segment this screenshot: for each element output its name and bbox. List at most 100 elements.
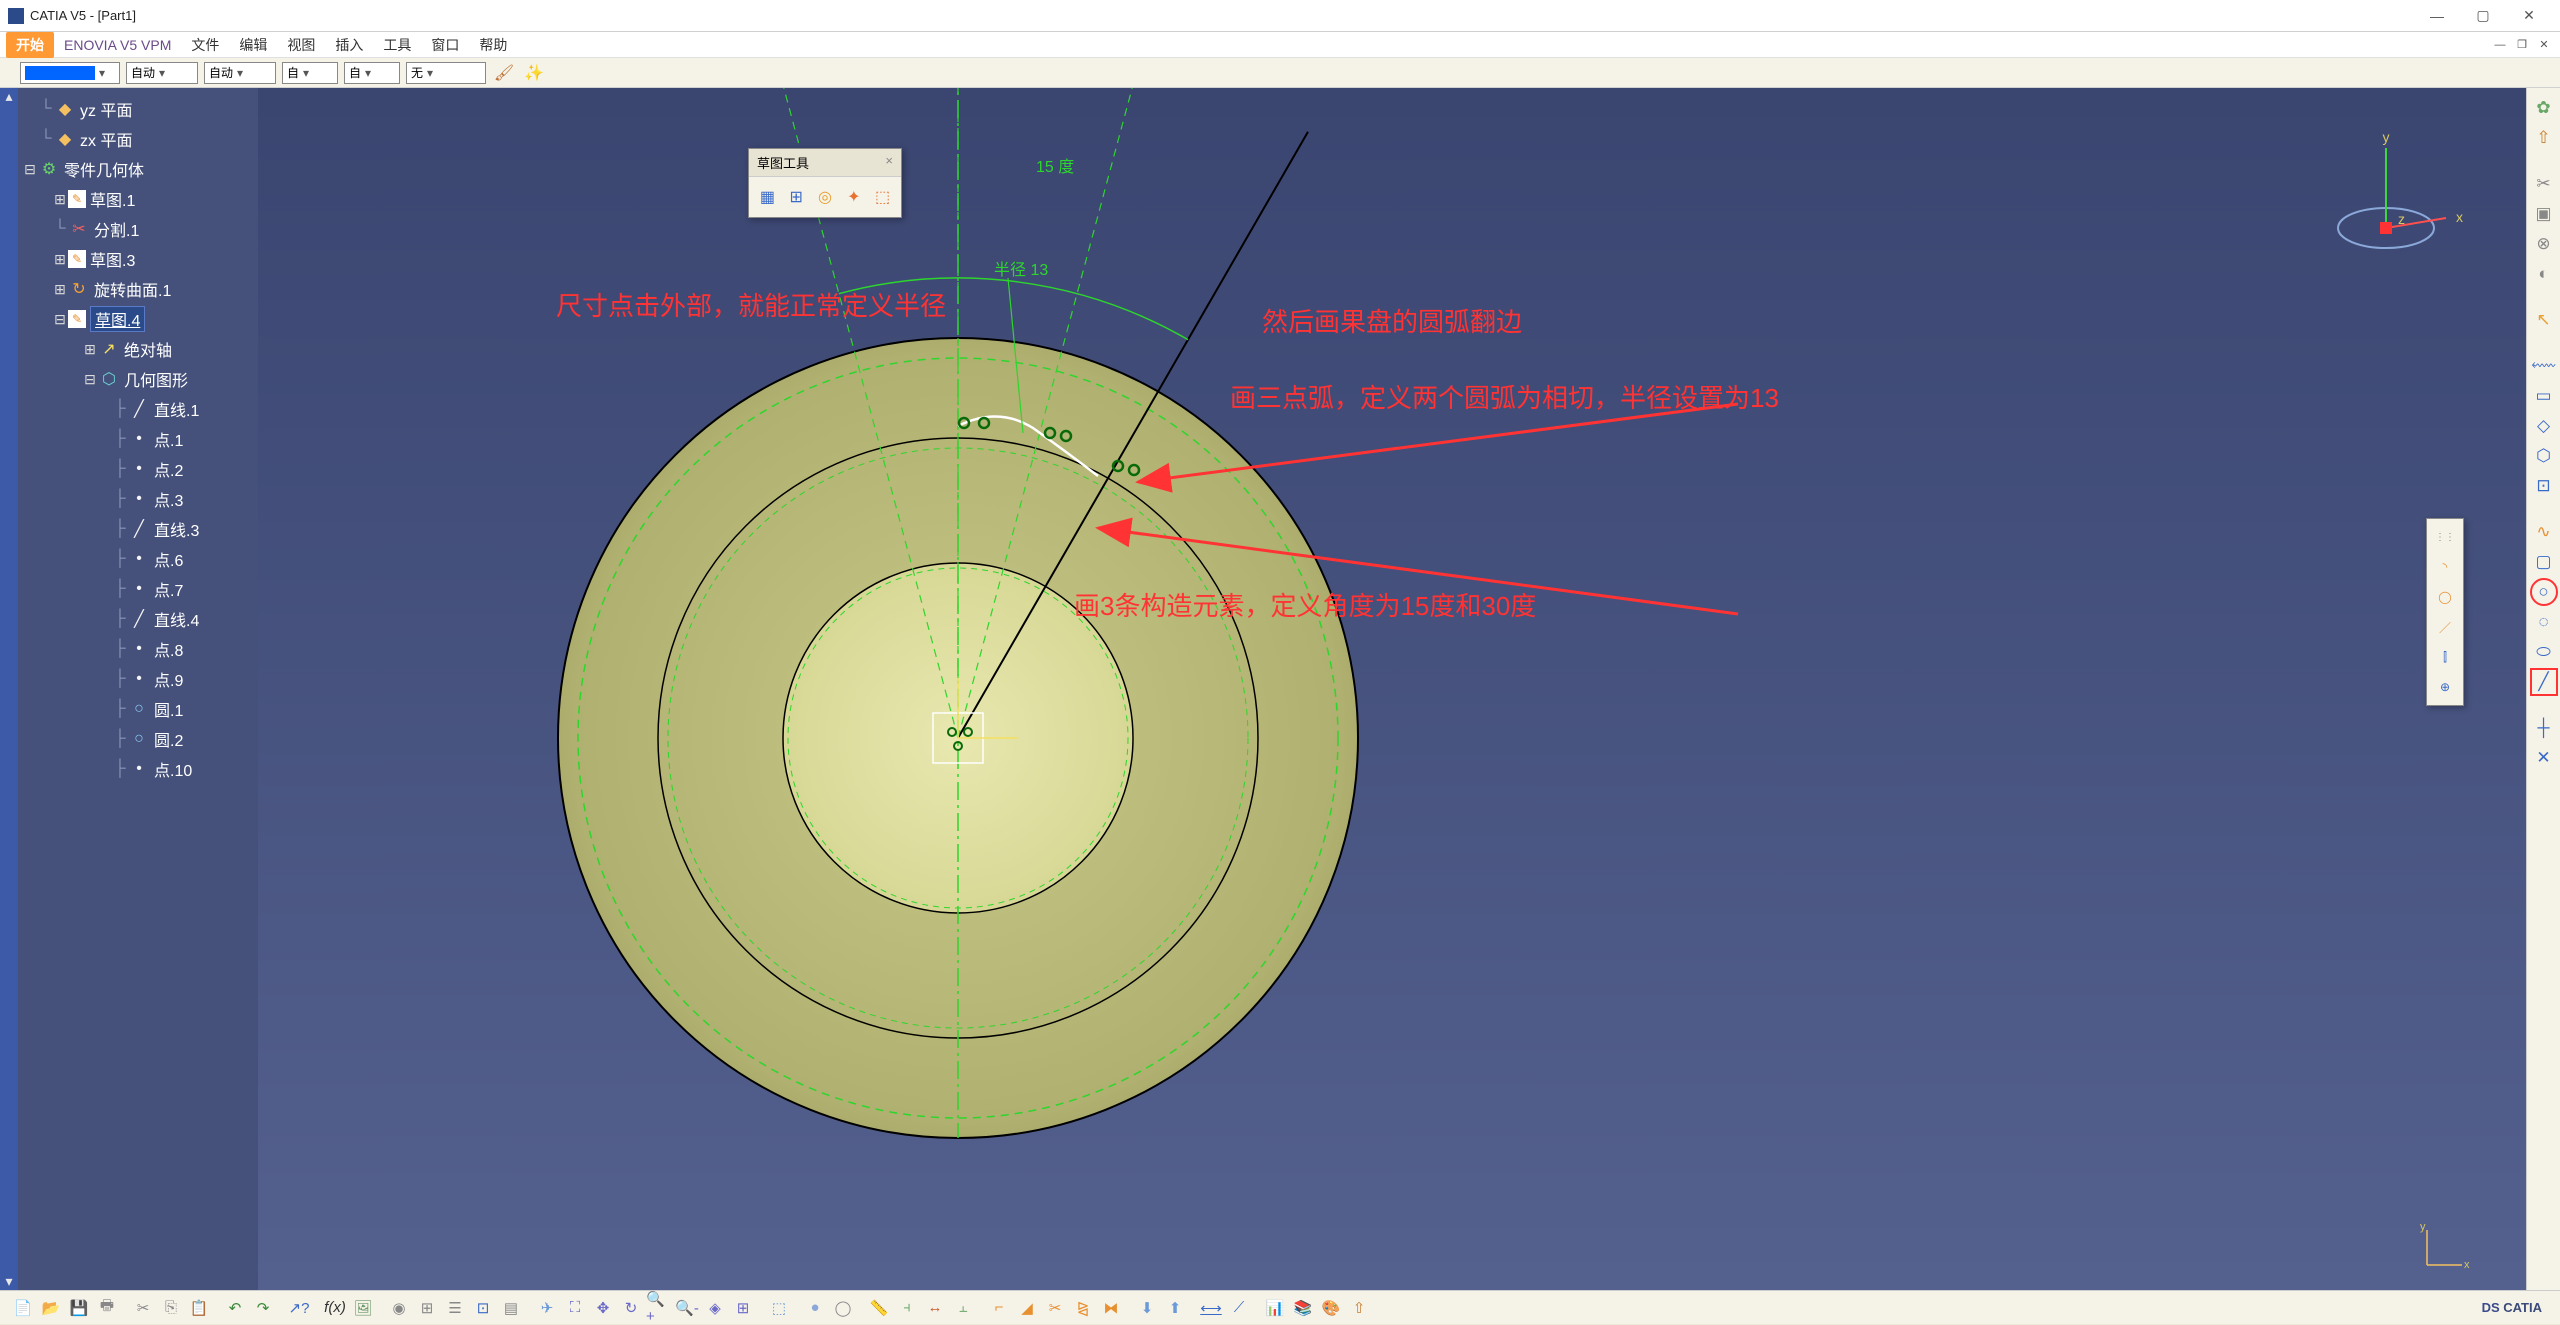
menu-enovia[interactable]: ENOVIA V5 VPM <box>54 34 181 56</box>
open-icon[interactable]: 📂 <box>38 1295 64 1321</box>
iso-icon[interactable]: ⬚ <box>766 1295 792 1321</box>
compass-widget[interactable]: y x z <box>2306 118 2466 278</box>
fit-icon[interactable]: ⛶ <box>562 1295 588 1321</box>
menu-window[interactable]: 窗口 <box>421 32 469 58</box>
menu-insert[interactable]: 插入 <box>325 32 373 58</box>
menu-edit[interactable]: 编辑 <box>229 32 277 58</box>
copy-icon[interactable]: ⎘ <box>158 1295 184 1321</box>
zoomout-icon[interactable]: 🔍- <box>674 1295 700 1321</box>
save-icon[interactable]: 💾 <box>66 1295 92 1321</box>
point-icon[interactable]: ⊕ <box>2431 673 2459 701</box>
line-icon[interactable]: ／ <box>2431 613 2459 641</box>
cut-icon[interactable]: ✂ <box>130 1295 156 1321</box>
print-icon[interactable]: 🖶 <box>94 1295 120 1321</box>
tree-node-geom-item[interactable]: ├•点.6 <box>18 544 258 574</box>
zoomin-icon[interactable]: 🔍+ <box>646 1295 672 1321</box>
spline-icon[interactable]: ∿ <box>2530 518 2558 546</box>
menu-help[interactable]: 帮助 <box>469 32 517 58</box>
tree-node-sketch4[interactable]: ⊟✎草图.4 <box>18 304 258 334</box>
tree-node-axis[interactable]: ⊞↗绝对轴 <box>18 334 258 364</box>
menu-tools[interactable]: 工具 <box>373 32 421 58</box>
sketch-tools-toolbox[interactable]: 草图工具× ▦ ⊞ ◎ ✦ ⬚ <box>748 148 902 218</box>
mirror-icon[interactable]: ⧎ <box>1070 1295 1096 1321</box>
tree-node-sketch3[interactable]: ⊞✎草图.3 <box>18 244 258 274</box>
tree-node-geom-item[interactable]: ├╱直线.3 <box>18 514 258 544</box>
render-combo[interactable]: 自▾ <box>344 62 400 84</box>
tree-node-split1[interactable]: └✂分割.1 <box>18 214 258 244</box>
tree-node-geom-item[interactable]: ├╱直线.4 <box>18 604 258 634</box>
tree-node-partbody[interactable]: ⊟⚙零件几何体 <box>18 154 258 184</box>
brush-icon[interactable]: 🖌 <box>492 61 516 85</box>
new-icon[interactable]: 📄 <box>10 1295 36 1321</box>
catalog-icon[interactable]: 📚 <box>1290 1295 1316 1321</box>
tree-node-geometry[interactable]: ⊟⬡几何图形 <box>18 364 258 394</box>
profile-icon[interactable]: ⬳ <box>2530 352 2558 380</box>
geom-constraints-icon[interactable]: ⬚ <box>870 183 895 211</box>
tree-node-yz-plane[interactable]: └◆yz 平面 <box>18 94 258 124</box>
formula-icon[interactable]: f(x) <box>322 1295 348 1321</box>
workbench-icon[interactable]: ✿ <box>2530 94 2558 122</box>
tree-node-geom-item[interactable]: ├○圆.1 <box>18 694 258 724</box>
minimize-button[interactable]: — <box>2414 0 2460 32</box>
menu-start[interactable]: 开始 <box>6 32 54 58</box>
tree-node-geom-item[interactable]: ├•点.8 <box>18 634 258 664</box>
undo-icon[interactable]: ↶ <box>222 1295 248 1321</box>
tree-node-geom-item[interactable]: ├•点.3 <box>18 484 258 514</box>
tree-node-geom-item[interactable]: ├•点.2 <box>18 454 258 484</box>
close-button[interactable]: ✕ <box>2506 0 2552 32</box>
axis-tool-icon[interactable]: ┼ <box>2530 714 2558 742</box>
select-arrow-icon[interactable]: ↖ <box>2530 306 2558 334</box>
pointtype-combo[interactable]: 自▾ <box>282 62 338 84</box>
menu-file[interactable]: 文件 <box>181 32 229 58</box>
image-icon[interactable]: 🖼 <box>350 1295 376 1321</box>
hide-show-icon[interactable]: ◉ <box>386 1295 412 1321</box>
ellipse-tool-icon[interactable]: ⬭ <box>2530 638 2558 666</box>
circle-icon[interactable]: ○ <box>2530 578 2558 606</box>
hexagon-icon[interactable]: ⬡ <box>2530 442 2558 470</box>
profile-toolbox[interactable]: ⋮⋮ ◝ ◯ ／ ⫿ ⊕ <box>2426 518 2464 706</box>
auto-constraint-icon[interactable]: ⫠ <box>950 1295 976 1321</box>
normal-view-icon[interactable]: ◈ <box>702 1295 728 1321</box>
dim-icon[interactable]: ↔ <box>922 1295 948 1321</box>
standard-icon[interactable]: ✦ <box>841 183 866 211</box>
snap-icon[interactable]: ⊞ <box>784 183 809 211</box>
measure-item-icon[interactable]: ⟋ <box>1226 1295 1252 1321</box>
menu-view[interactable]: 视图 <box>277 32 325 58</box>
symmetry-icon[interactable]: ⧓ <box>1098 1295 1124 1321</box>
paste-icon[interactable]: 📋 <box>186 1295 212 1321</box>
multiview-icon[interactable]: ⊞ <box>730 1295 756 1321</box>
tree-node-zx-plane[interactable]: └◆zx 平面 <box>18 124 258 154</box>
redo-icon[interactable]: ↷ <box>250 1295 276 1321</box>
rectangle-icon[interactable]: ▭ <box>2530 382 2558 410</box>
wand-icon[interactable]: ✨ <box>522 61 546 85</box>
layer-combo[interactable]: 无▾ <box>406 62 486 84</box>
linetype-combo[interactable]: 自动▾ <box>204 62 276 84</box>
analysis-icon[interactable]: 📊 <box>1262 1295 1288 1321</box>
point-tool-icon[interactable]: ✕ <box>2530 744 2558 772</box>
spec-tree[interactable]: └◆yz 平面 └◆zx 平面 ⊟⚙零件几何体 ⊞✎草图.1 └✂分割.1 ⊞✎… <box>18 88 258 1290</box>
toolbox-close-icon[interactable]: × <box>885 153 893 172</box>
lineweight-combo[interactable]: 自动▾ <box>126 62 198 84</box>
maximize-button[interactable]: ▢ <box>2460 0 2506 32</box>
color-combo[interactable]: ▾ <box>20 62 120 84</box>
output-icon[interactable]: ⬆ <box>1162 1295 1188 1321</box>
pan-icon[interactable]: ✥ <box>590 1295 616 1321</box>
ellipse-icon[interactable]: ◯ <box>2431 583 2459 611</box>
viewport-3d[interactable]: y x z x y 草图工具× ▦ ⊞ ◎ ✦ ⬚ ⋮⋮ ◝ ◯ <box>258 88 2526 1290</box>
tree-node-geom-item[interactable]: ├○圆.2 <box>18 724 258 754</box>
grid2-icon[interactable]: ⊡ <box>470 1295 496 1321</box>
axis-icon[interactable]: ⫿ <box>2431 643 2459 671</box>
rotate-icon[interactable]: ↻ <box>618 1295 644 1321</box>
props-icon[interactable]: ☰ <box>442 1295 468 1321</box>
grid-icon[interactable]: ▦ <box>755 183 780 211</box>
help-arrow-icon[interactable]: ↗? <box>286 1295 312 1321</box>
intersect-icon[interactable]: ⊗ <box>2530 230 2558 258</box>
exit-wb-icon[interactable]: ⇧ <box>1346 1295 1372 1321</box>
line-tool-icon[interactable]: ╱ <box>2530 668 2558 696</box>
toolbox-handle[interactable]: ⋮⋮ <box>2431 523 2459 551</box>
corner-icon[interactable]: ⌐ <box>986 1295 1012 1321</box>
tree-collapse-bar[interactable]: ▴ ▾ <box>0 88 18 1290</box>
mdi-close-button[interactable]: ✕ <box>2534 35 2554 55</box>
threepoint-circle-icon[interactable]: ◌ <box>2530 608 2558 636</box>
measure-between-icon[interactable]: ⟷ <box>1198 1295 1224 1321</box>
